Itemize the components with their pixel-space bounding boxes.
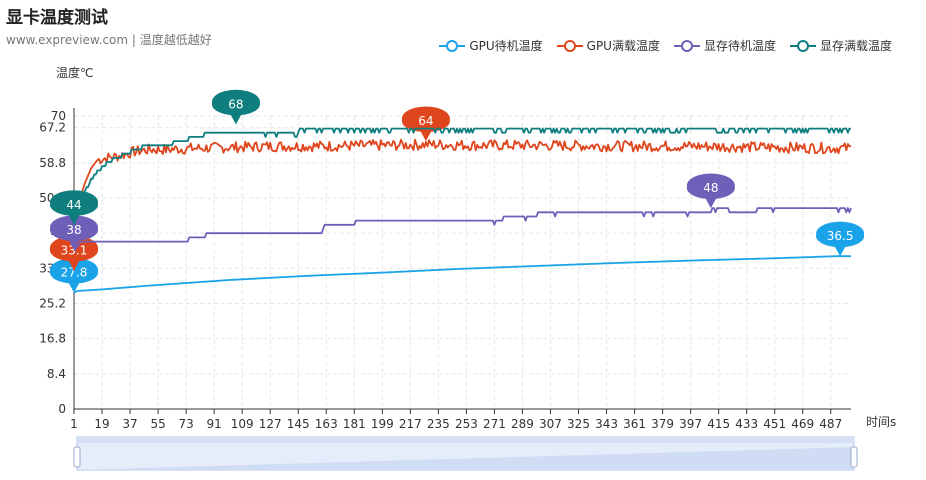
x-tick-label: 271 — [483, 417, 506, 431]
legend-item-gpu-idle[interactable]: GPU待机温度 — [439, 37, 543, 54]
legend-item-gpu-load[interactable]: GPU满载温度 — [556, 37, 660, 54]
data-zoom-left-handle[interactable] — [73, 446, 81, 468]
marker-value-label: 27.8 — [61, 266, 88, 280]
legend-label: GPU满载温度 — [586, 39, 660, 53]
series-line[interactable] — [73, 127, 851, 225]
y-tick-label: 8.4 — [47, 367, 66, 381]
x-tick-label: 433 — [735, 417, 758, 431]
series-line[interactable] — [73, 255, 851, 294]
legend-item-vram-idle[interactable]: 显存待机温度 — [673, 37, 776, 54]
x-axis-label: 时间s — [866, 415, 896, 429]
marker-value-label: 36.5 — [827, 229, 854, 243]
marker-value-label: 68 — [228, 97, 243, 111]
x-tick-label: 55 — [150, 417, 165, 431]
x-tick-label: 163 — [315, 417, 338, 431]
series-line[interactable] — [74, 207, 852, 251]
x-tick-label: 289 — [511, 417, 534, 431]
data-zoom-handle-bar[interactable] — [77, 437, 854, 443]
legend-label: GPU待机温度 — [469, 39, 543, 53]
y-tick-label: 0 — [58, 402, 66, 416]
legend: GPU待机温度 GPU满载温度 显存待机温度 显存满载温度 — [439, 37, 892, 54]
marker-value-label: 64 — [418, 114, 433, 128]
x-tick-label: 415 — [707, 417, 730, 431]
marker-bubble — [686, 177, 735, 200]
x-tick-label: 361 — [623, 417, 646, 431]
x-tick-label: 379 — [651, 417, 674, 431]
data-zoom-preview — [77, 447, 854, 470]
legend-label: 显存待机温度 — [703, 39, 776, 53]
marker-value-label: 44 — [66, 198, 81, 212]
x-tick-label: 91 — [206, 417, 221, 431]
legend-label: 显存满载温度 — [819, 39, 892, 53]
y-tick-label: 16.8 — [39, 332, 66, 346]
x-tick-label: 235 — [427, 417, 450, 431]
x-tick-label: 253 — [455, 417, 478, 431]
y-tick-label: 25.2 — [39, 297, 66, 311]
x-tick-label: 325 — [567, 417, 590, 431]
chart-subtitle: www.expreview.com | 温度越低越好 — [6, 33, 212, 47]
marker-bubble — [50, 261, 98, 284]
marker-bubble — [50, 193, 98, 216]
x-tick-label: 145 — [287, 417, 310, 431]
x-tick-label: 397 — [679, 417, 702, 431]
x-tick-label: 487 — [819, 417, 842, 431]
data-zoom-right-handle[interactable] — [850, 446, 858, 468]
marker-value-label: 38 — [66, 223, 81, 237]
x-tick-label: 109 — [231, 417, 254, 431]
x-tick-label: 127 — [259, 417, 282, 431]
chart-title: 显卡温度测试 — [6, 8, 108, 28]
x-tick-label: 451 — [763, 417, 786, 431]
x-tick-label: 73 — [178, 417, 193, 431]
x-tick-label: 1 — [70, 417, 78, 431]
y-tick-label: 58.8 — [39, 156, 66, 170]
marker-bubble — [816, 225, 865, 248]
x-tick-label: 217 — [399, 417, 422, 431]
x-tick-label: 37 — [122, 417, 137, 431]
x-tick-label: 343 — [595, 417, 618, 431]
legend-item-vram-load[interactable]: 显存满载温度 — [789, 37, 892, 54]
y-axis-label: 温度℃ — [56, 65, 93, 80]
x-tick-label: 181 — [343, 417, 366, 431]
x-tick-label: 469 — [791, 417, 814, 431]
series-line[interactable] — [73, 138, 852, 271]
marker-bubble — [50, 218, 98, 241]
x-tick-label: 19 — [94, 417, 109, 431]
marker-bubble — [401, 110, 450, 133]
marker-bubble — [211, 93, 260, 116]
y-tick-label: 67.2 — [39, 121, 66, 135]
x-tick-label: 199 — [371, 417, 394, 431]
marker-value-label: 48 — [703, 181, 718, 195]
x-tick-label: 307 — [539, 417, 562, 431]
y-tick-label: 70 — [51, 109, 66, 123]
